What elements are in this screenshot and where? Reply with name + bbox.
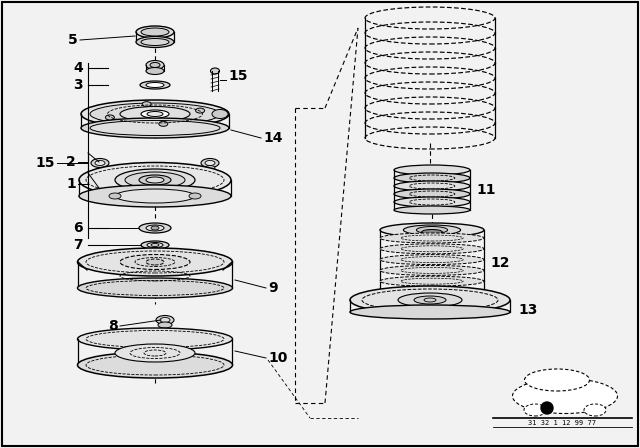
Ellipse shape (212, 109, 228, 119)
Ellipse shape (380, 276, 484, 286)
Text: 8: 8 (108, 319, 118, 333)
Ellipse shape (125, 172, 185, 188)
Ellipse shape (120, 254, 190, 270)
Text: 5: 5 (68, 33, 78, 47)
Ellipse shape (205, 165, 215, 171)
Ellipse shape (394, 206, 470, 214)
Ellipse shape (139, 175, 171, 185)
Ellipse shape (151, 244, 159, 246)
Ellipse shape (109, 193, 121, 199)
Ellipse shape (77, 278, 232, 298)
Text: 12: 12 (490, 256, 509, 270)
Ellipse shape (160, 318, 170, 323)
Ellipse shape (79, 185, 231, 207)
Ellipse shape (394, 173, 470, 183)
Ellipse shape (146, 60, 164, 69)
Text: 4: 4 (73, 61, 83, 75)
Ellipse shape (90, 121, 220, 135)
Ellipse shape (394, 181, 470, 191)
Ellipse shape (147, 112, 163, 116)
Text: 3: 3 (74, 78, 83, 92)
Ellipse shape (513, 379, 618, 414)
Ellipse shape (422, 229, 442, 234)
Ellipse shape (139, 223, 171, 233)
Text: 14: 14 (263, 131, 282, 145)
Ellipse shape (147, 242, 163, 247)
Ellipse shape (90, 103, 220, 125)
Ellipse shape (584, 404, 606, 416)
Ellipse shape (95, 160, 105, 165)
Ellipse shape (350, 305, 510, 319)
Text: 9: 9 (268, 281, 278, 295)
Ellipse shape (106, 115, 115, 120)
Ellipse shape (142, 102, 151, 107)
Ellipse shape (141, 110, 169, 118)
Text: 2: 2 (67, 155, 76, 169)
Ellipse shape (146, 259, 164, 265)
Ellipse shape (140, 81, 170, 89)
Ellipse shape (120, 107, 190, 121)
Circle shape (541, 402, 553, 414)
Ellipse shape (150, 63, 160, 68)
Ellipse shape (189, 193, 201, 199)
Ellipse shape (380, 295, 484, 305)
Ellipse shape (156, 315, 174, 324)
Text: 15: 15 (35, 156, 55, 170)
Ellipse shape (398, 293, 462, 307)
Ellipse shape (394, 189, 470, 199)
Ellipse shape (201, 159, 219, 168)
Ellipse shape (115, 189, 195, 203)
Ellipse shape (146, 68, 164, 74)
Ellipse shape (211, 68, 220, 74)
Ellipse shape (79, 163, 231, 198)
Ellipse shape (196, 108, 205, 113)
Ellipse shape (77, 328, 232, 350)
Ellipse shape (141, 28, 169, 36)
Ellipse shape (380, 244, 484, 254)
Text: 11: 11 (476, 183, 495, 197)
Ellipse shape (136, 36, 174, 47)
Text: 1: 1 (67, 177, 76, 191)
Ellipse shape (141, 241, 169, 249)
Ellipse shape (414, 296, 446, 304)
Ellipse shape (205, 160, 215, 165)
Ellipse shape (159, 121, 168, 126)
Ellipse shape (524, 404, 546, 416)
Ellipse shape (380, 233, 484, 243)
Ellipse shape (151, 226, 159, 230)
Ellipse shape (115, 344, 195, 362)
Ellipse shape (91, 159, 109, 168)
Ellipse shape (146, 225, 164, 231)
Ellipse shape (146, 82, 164, 87)
Ellipse shape (136, 26, 174, 38)
Text: 13: 13 (518, 303, 538, 317)
Ellipse shape (81, 100, 229, 128)
Ellipse shape (81, 118, 229, 138)
Text: 6: 6 (74, 221, 83, 235)
Ellipse shape (403, 225, 461, 235)
Ellipse shape (380, 254, 484, 265)
Text: 15: 15 (228, 69, 248, 83)
Ellipse shape (77, 248, 232, 276)
Ellipse shape (158, 322, 172, 328)
Ellipse shape (417, 227, 447, 233)
Ellipse shape (350, 286, 510, 314)
Ellipse shape (380, 287, 484, 297)
Ellipse shape (380, 223, 484, 237)
Ellipse shape (141, 39, 169, 46)
Ellipse shape (394, 197, 470, 207)
Ellipse shape (77, 352, 232, 378)
Ellipse shape (146, 177, 164, 183)
Text: 7: 7 (74, 238, 83, 252)
Text: 31 32 1 12 99 77: 31 32 1 12 99 77 (528, 419, 596, 426)
Ellipse shape (394, 165, 470, 175)
Ellipse shape (380, 265, 484, 276)
Ellipse shape (525, 369, 589, 391)
Text: 10: 10 (268, 351, 287, 365)
Ellipse shape (115, 169, 195, 191)
